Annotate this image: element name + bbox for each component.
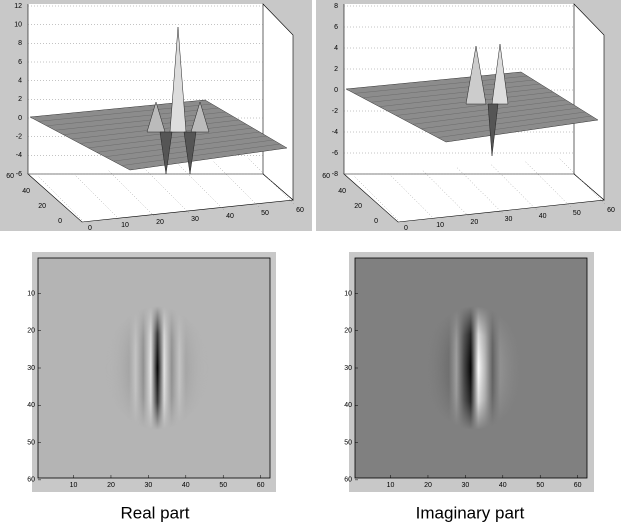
x-tick-label: 50: [219, 482, 227, 489]
x-tick-label: 40: [499, 482, 507, 489]
x-tick-label: 40: [539, 213, 547, 220]
z-tick-label: -6: [332, 150, 338, 157]
z-tick-label: -2: [332, 108, 338, 115]
y-tick-label: 20: [27, 328, 35, 335]
z-tick-label: 10: [14, 22, 22, 29]
x-tick-label: 20: [156, 219, 164, 226]
gabor-imag: [417, 300, 532, 440]
y-tick-label: 20: [38, 203, 46, 210]
y-tick-label: 10: [344, 290, 352, 297]
caption: Imaginary part: [416, 503, 525, 522]
z-tick-label: 8: [18, 40, 22, 47]
y-tick-label: 50: [344, 439, 352, 446]
z-tick-label: -6: [16, 171, 22, 178]
x-tick-label: 0: [404, 225, 408, 232]
x-tick-label: 10: [70, 482, 78, 489]
x-tick-label: 50: [573, 210, 581, 217]
z-tick-label: 0: [334, 87, 338, 94]
x-tick-label: 60: [257, 482, 265, 489]
x-tick-label: 0: [88, 225, 92, 232]
z-tick-label: 0: [18, 115, 22, 122]
z-tick-label: -8: [332, 171, 338, 178]
z-tick-label: 4: [18, 78, 22, 85]
y-tick-label: 60: [344, 477, 352, 484]
x-tick-label: 50: [261, 210, 269, 217]
z-tick-label: 4: [334, 45, 338, 52]
z-tick-label: -2: [16, 134, 22, 141]
side-wall: [574, 4, 604, 200]
y-tick-label: 10: [27, 290, 35, 297]
x-tick-label: 20: [424, 482, 432, 489]
y-tick-label: 60: [322, 173, 330, 180]
y-tick-label: 40: [22, 188, 30, 195]
y-tick-label: 50: [27, 439, 35, 446]
x-tick-label: 30: [144, 482, 152, 489]
y-tick-label: 40: [27, 402, 35, 409]
x-tick-label: 50: [536, 482, 544, 489]
y-tick-label: 20: [354, 203, 362, 210]
y-tick-label: 0: [58, 218, 62, 225]
figure: 121086420-2-4-660402000102030405060 8642…: [0, 0, 621, 529]
y-tick-label: 40: [344, 402, 352, 409]
x-tick-label: 60: [607, 207, 615, 214]
x-tick-label: 40: [226, 213, 234, 220]
x-tick-label: 10: [121, 222, 129, 229]
x-tick-label: 30: [505, 216, 513, 223]
gabor-real: [100, 300, 215, 440]
y-tick-label: 30: [344, 365, 352, 372]
z-tick-label: 6: [18, 59, 22, 66]
x-tick-label: 30: [191, 216, 199, 223]
x-tick-label: 40: [182, 482, 190, 489]
z-tick-label: 12: [14, 3, 22, 10]
z-tick-label: 8: [334, 3, 338, 10]
z-tick-label: 2: [334, 66, 338, 73]
x-tick-label: 60: [574, 482, 582, 489]
y-tick-label: 30: [27, 365, 35, 372]
y-tick-label: 0: [374, 218, 378, 225]
x-tick-label: 60: [296, 207, 304, 214]
y-tick-label: 40: [338, 188, 346, 195]
x-tick-label: 20: [107, 482, 115, 489]
x-tick-label: 10: [436, 222, 444, 229]
z-tick-label: 2: [18, 96, 22, 103]
y-tick-label: 20: [344, 328, 352, 335]
caption: Real part: [121, 503, 190, 522]
side-wall: [263, 4, 293, 200]
y-tick-label: 60: [27, 477, 35, 484]
z-tick-label: -4: [332, 129, 338, 136]
x-tick-label: 20: [470, 219, 478, 226]
x-tick-label: 30: [461, 482, 469, 489]
y-tick-label: 60: [6, 173, 14, 180]
z-tick-label: 6: [334, 24, 338, 31]
x-tick-label: 10: [387, 482, 395, 489]
z-tick-label: -4: [16, 152, 22, 159]
